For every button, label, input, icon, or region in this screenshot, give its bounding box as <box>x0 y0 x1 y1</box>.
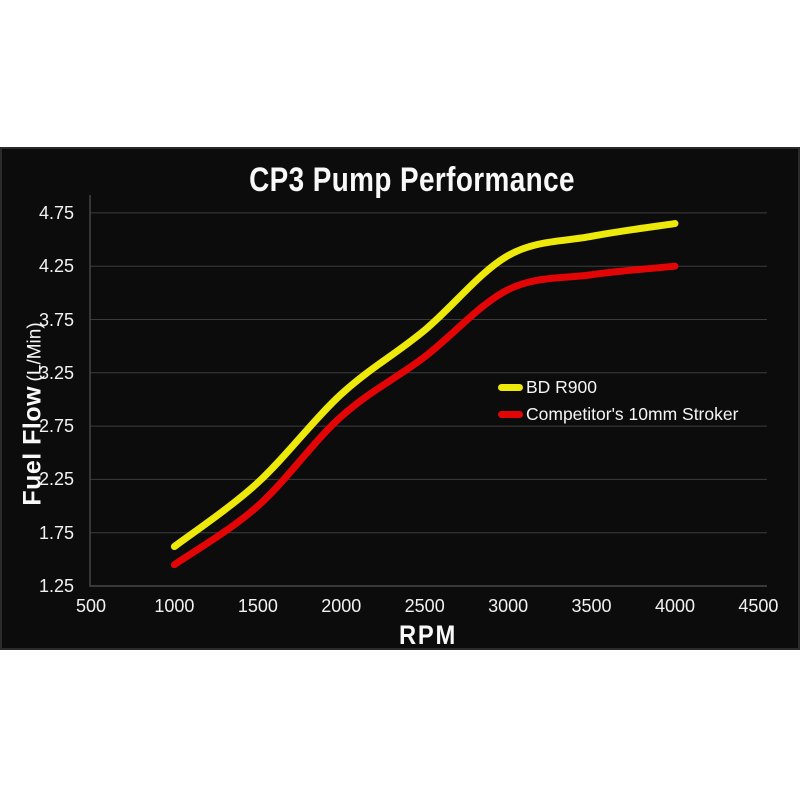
y-tick-label: 4.75 <box>38 202 74 223</box>
x-tick-label: 4000 <box>654 596 695 616</box>
x-tick-label: 2500 <box>404 596 445 616</box>
y-tick-label: 1.25 <box>38 576 74 596</box>
y-tick-label: 3.75 <box>38 309 74 330</box>
chart-panel: CP3 Pump Performance 4.75 4.25 3.75 3.25 2.7… <box>0 147 800 650</box>
legend: BD R900 Competitor's 10mm Stroker <box>498 374 738 428</box>
legend-label-bd-r900: BD R900 <box>526 377 598 397</box>
x-tick-label: 1500 <box>237 596 278 616</box>
x-tick-label: 500 <box>75 596 107 616</box>
y-tick-label: 2.25 <box>38 469 74 490</box>
chart-title: CP3 Pump Performance <box>249 161 575 199</box>
x-tick-label: 3500 <box>571 596 612 616</box>
legend-item-bd-r900: BD R900 <box>498 374 738 401</box>
y-axis-label-main: Fuel Flow <box>18 385 47 506</box>
y-tick-label: 4.25 <box>38 256 74 277</box>
x-tick-label: 2000 <box>321 596 362 616</box>
series-line-bd-r900 <box>170 220 679 551</box>
legend-label-competitor: Competitor's 10mm Stroker <box>526 404 739 424</box>
legend-swatch-competitor <box>498 411 523 418</box>
y-tick-label: 2.75 <box>38 416 74 437</box>
plot-area <box>89 195 767 587</box>
series-line-competitor-s-10mm-stroker <box>170 262 679 569</box>
y-tick-label: 1.75 <box>38 522 74 543</box>
x-tick-label: 1000 <box>154 596 195 616</box>
x-tick-label: 3000 <box>488 596 529 616</box>
x-tick-label: 4500 <box>738 596 779 616</box>
y-tick-label: 3.25 <box>38 362 74 383</box>
x-axis-label: RPM <box>398 620 458 650</box>
y-axis-label-units: (L/Min) <box>24 322 46 382</box>
y-axis-label: Fuel Flow (L/Min) <box>19 322 48 505</box>
legend-item-competitor: Competitor's 10mm Stroker <box>498 401 738 428</box>
legend-swatch-bd-r900 <box>498 384 523 391</box>
